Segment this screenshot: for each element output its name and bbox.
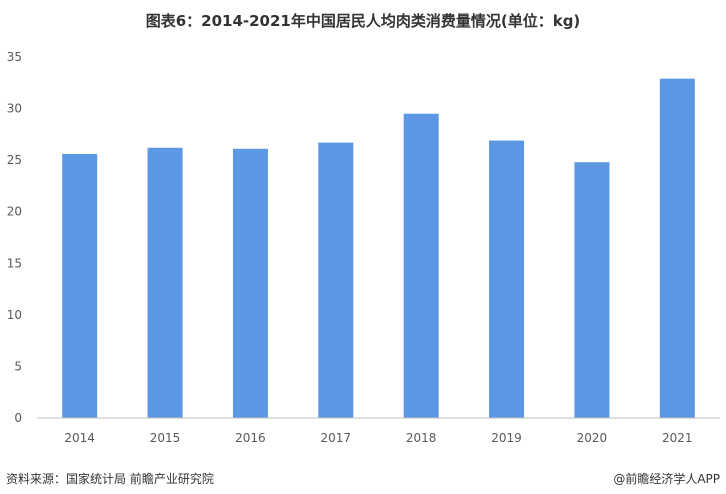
y-tick-label: 10 xyxy=(7,308,22,322)
x-tick-label: 2021 xyxy=(662,431,693,445)
y-tick-label: 20 xyxy=(7,205,22,219)
bar-2020 xyxy=(574,162,610,418)
x-tick-label: 2015 xyxy=(150,431,181,445)
bar-2018 xyxy=(403,113,439,418)
x-tick-label: 2016 xyxy=(235,431,266,445)
x-tick-label: 2018 xyxy=(406,431,437,445)
chart-title: 图表6：2014-2021年中国居民人均肉类消费量情况(单位：kg) xyxy=(145,12,581,30)
x-tick-label: 2017 xyxy=(321,431,352,445)
y-tick-label: 35 xyxy=(7,50,22,64)
brand-credit: @前瞻经济学人APP xyxy=(613,472,720,486)
x-tick-label: 2019 xyxy=(491,431,522,445)
bar-2016 xyxy=(232,148,268,418)
bars xyxy=(62,78,695,418)
y-axis: 0 5 10 15 20 25 30 35 xyxy=(7,50,22,425)
y-tick-label: 5 xyxy=(14,359,22,373)
x-axis: 2014 2015 2016 2017 2018 2019 2020 2021 xyxy=(64,431,692,445)
bar-2019 xyxy=(489,140,525,418)
x-tick-label: 2020 xyxy=(577,431,608,445)
source-note: 资料来源：国家统计局 前瞻产业研究院 xyxy=(6,472,214,486)
y-tick-label: 30 xyxy=(7,102,22,116)
bar-2021 xyxy=(659,78,695,418)
y-tick-label: 25 xyxy=(7,153,22,167)
y-tick-label: 0 xyxy=(14,411,22,425)
y-tick-label: 15 xyxy=(7,256,22,270)
bar-2015 xyxy=(147,147,183,418)
x-tick-label: 2014 xyxy=(64,431,95,445)
bar-2014 xyxy=(62,153,98,418)
bar-2017 xyxy=(318,142,354,418)
